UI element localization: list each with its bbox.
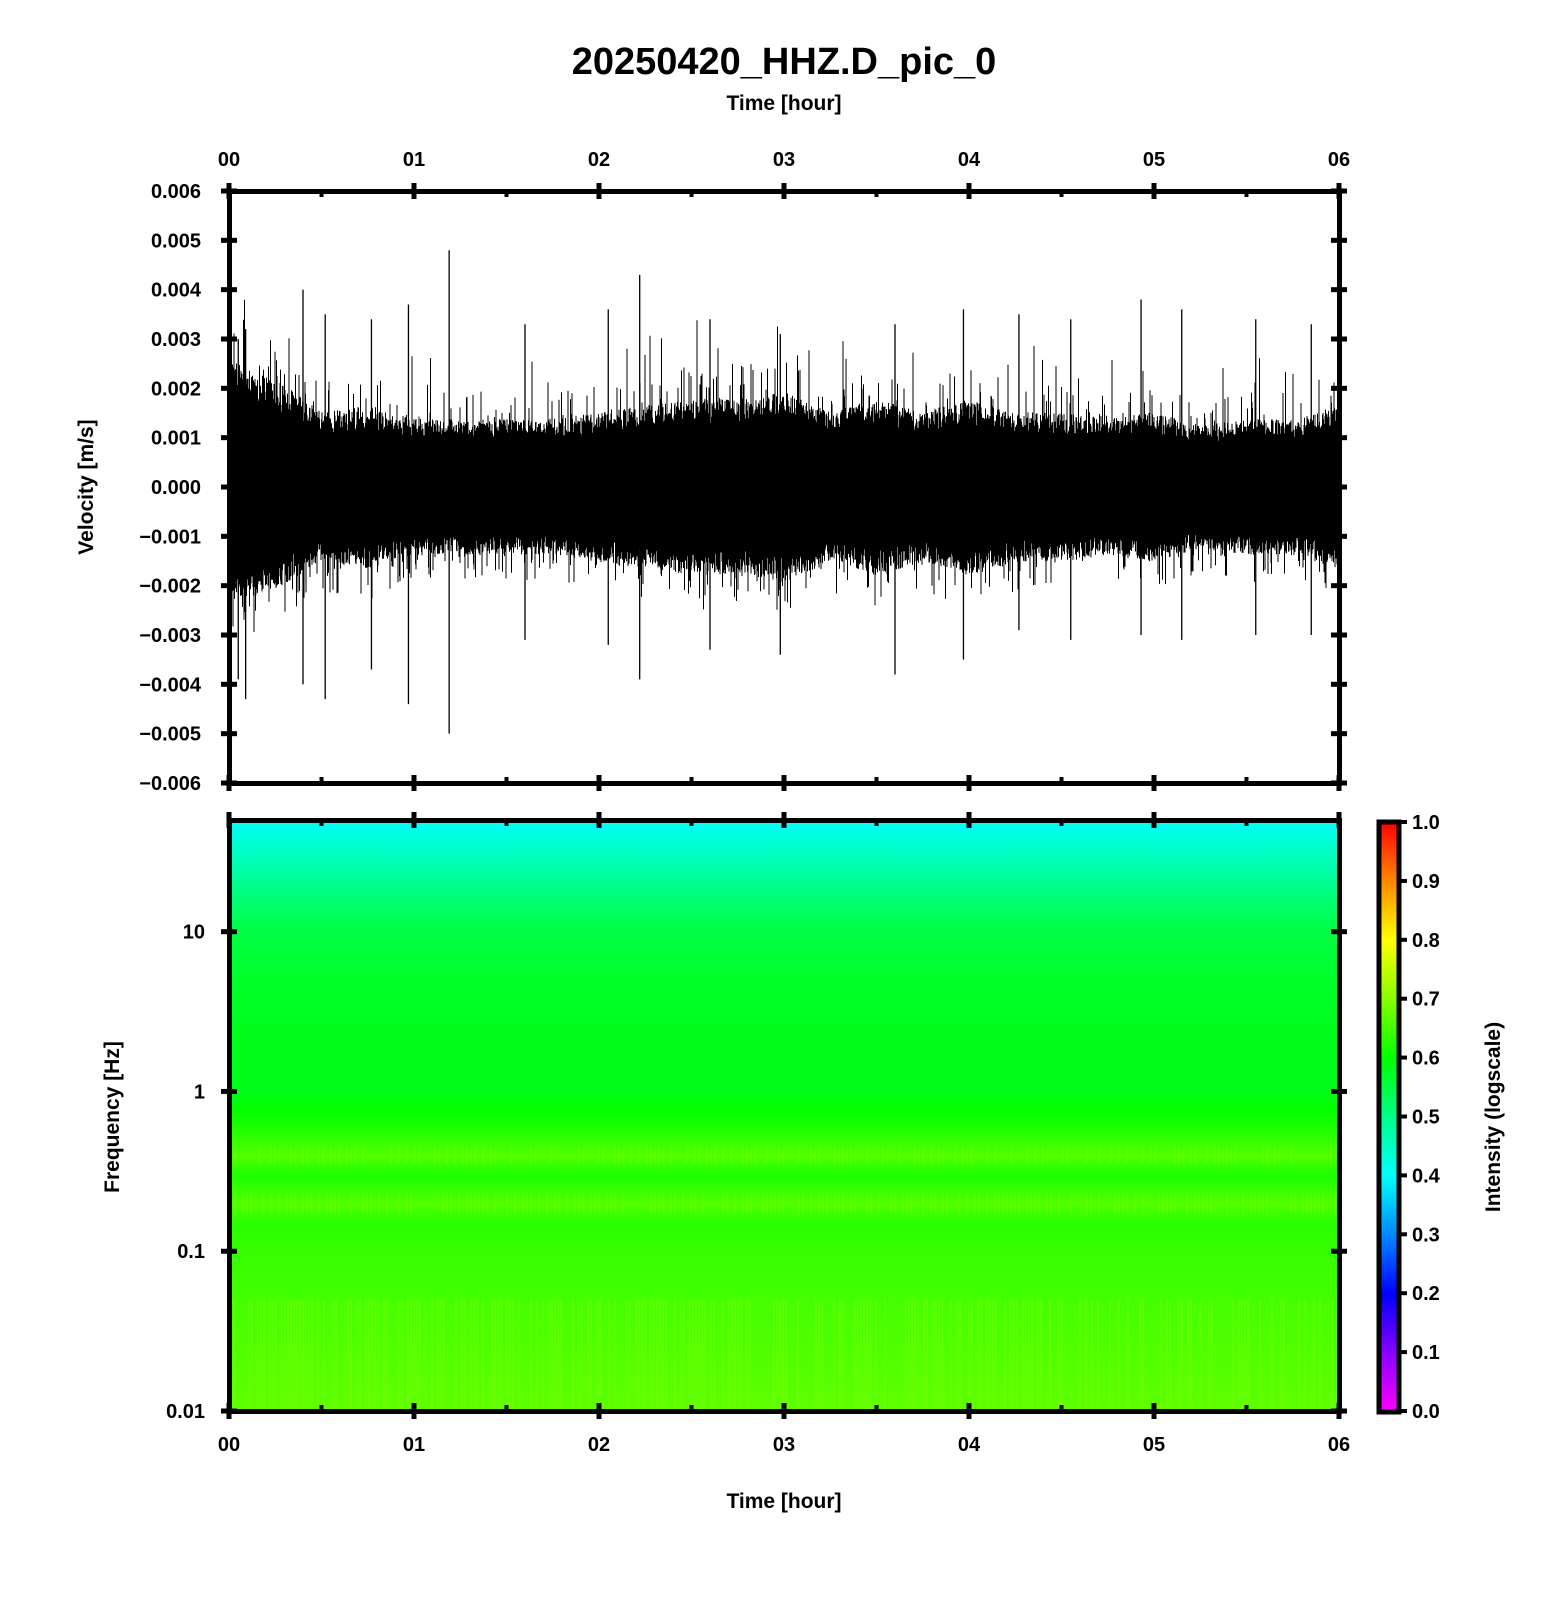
colorbar-ticks: 1.0 0.9 0.8 0.7 0.6 0.5 0.4 0.3 0.2 0.1 0.0 bbox=[1397, 812, 1441, 1423]
seismogram-y-tick-label: 0.002 bbox=[151, 378, 201, 400]
spectrogram-y-tick-label: 10 bbox=[183, 922, 205, 944]
colorbar-tick-label: 1.0 bbox=[1412, 812, 1440, 834]
spectrogram-x-tick-label: 05 bbox=[1143, 1434, 1165, 1456]
seismogram-y-tick-label: −0.006 bbox=[139, 773, 201, 795]
colorbar-tick-label: 0.6 bbox=[1412, 1048, 1440, 1070]
spectrogram-y-label: Frequency [Hz] bbox=[101, 1041, 124, 1193]
spectrogram-x-tick-label: 06 bbox=[1328, 1434, 1350, 1456]
seismogram-y-tick-label: 0.003 bbox=[151, 329, 201, 351]
seismogram-x-label: Time [hour] bbox=[726, 92, 841, 115]
seismogram-y-tick-label: −0.005 bbox=[139, 724, 201, 746]
seismogram-x-tick-label: 02 bbox=[588, 149, 610, 171]
spectrogram-x-ticks: 00 01 02 03 04 05 06 bbox=[218, 812, 1350, 1456]
spectrogram-heatmap bbox=[229, 820, 1340, 1412]
spectrogram-x-tick-label: 03 bbox=[773, 1434, 795, 1456]
spectrogram-y-ticks: 10 1 0.1 0.01 bbox=[166, 922, 1347, 1423]
colorbar-tick-label: 0.4 bbox=[1412, 1165, 1441, 1187]
colorbar-tick-label: 0.3 bbox=[1412, 1224, 1440, 1246]
seismogram-x-tick-label: 04 bbox=[958, 149, 981, 171]
spectrogram-x-tick-label: 04 bbox=[958, 1434, 981, 1456]
seismogram-y-tick-label: −0.003 bbox=[139, 625, 201, 647]
seismogram-y-tick-label: 0.004 bbox=[151, 280, 202, 302]
seismogram-y-ticks: 0.006 0.005 0.004 0.003 0.002 0.001 0.000 −0.00… bbox=[139, 181, 1347, 795]
seismogram-x-tick-label: 06 bbox=[1328, 149, 1350, 171]
seismogram-y-tick-label: −0.004 bbox=[139, 674, 202, 696]
seismogram-x-tick-label: 01 bbox=[403, 149, 425, 171]
spectrogram-x-tick-label: 02 bbox=[588, 1434, 610, 1456]
seismogram-x-tick-label: 00 bbox=[218, 149, 240, 171]
seismogram-y-tick-label: 0.000 bbox=[151, 477, 201, 499]
seismogram-y-label: Velocity [m/s] bbox=[75, 419, 98, 554]
seismogram-y-tick-label: 0.005 bbox=[151, 230, 201, 252]
colorbar-label: Intensity (logscale) bbox=[1482, 1022, 1505, 1212]
seismogram-y-tick-label: 0.001 bbox=[151, 428, 201, 450]
spectrogram-y-tick-label: 0.1 bbox=[177, 1241, 205, 1263]
seismogram-y-tick-label: 0.006 bbox=[151, 181, 201, 203]
seismogram-x-tick-label: 03 bbox=[773, 149, 795, 171]
spectrogram-x-label: Time [hour] bbox=[726, 1490, 841, 1513]
seismogram-panel: Time [hour] Velocity [m/s] 00 01 02 03 04 05 0… bbox=[75, 92, 1350, 795]
colorbar-tick-label: 0.7 bbox=[1412, 989, 1440, 1011]
spectrogram-band-texture bbox=[234, 1146, 1336, 1215]
spectrogram-x-tick-label: 00 bbox=[218, 1434, 240, 1456]
colorbar-tick-label: 0.0 bbox=[1412, 1401, 1440, 1423]
colorbar-tick-label: 0.5 bbox=[1412, 1107, 1440, 1129]
seismogram-x-tick-label: 05 bbox=[1143, 149, 1165, 171]
spectrogram-y-tick-label: 0.01 bbox=[166, 1401, 205, 1423]
colorbar-tick-label: 0.8 bbox=[1412, 930, 1440, 952]
seismogram-plot bbox=[228, 250, 1340, 734]
spectrogram-texture bbox=[230, 1146, 1336, 1409]
figure-title: 20250420_HHZ.D_pic_0 bbox=[572, 41, 997, 83]
colorbar-gradient bbox=[1376, 819, 1402, 1415]
colorbar-tick-label: 0.9 bbox=[1412, 871, 1440, 893]
spectrogram-x-tick-label: 01 bbox=[403, 1434, 425, 1456]
spectrogram-y-tick-label: 1 bbox=[194, 1081, 205, 1103]
seismogram-trace bbox=[228, 265, 1340, 632]
colorbar: 1.0 0.9 0.8 0.7 0.6 0.5 0.4 0.3 0.2 0.1 0.0 Intens… bbox=[1376, 812, 1505, 1423]
colorbar-tick-label: 0.2 bbox=[1412, 1283, 1440, 1305]
spectrogram-panel: Frequency [Hz] Time [hour] 00 01 02 03 04 05 0… bbox=[101, 812, 1350, 1513]
seismogram-y-tick-label: −0.001 bbox=[139, 526, 201, 548]
colorbar-tick-label: 0.1 bbox=[1412, 1342, 1440, 1364]
seismogram-y-tick-label: −0.002 bbox=[139, 576, 201, 598]
